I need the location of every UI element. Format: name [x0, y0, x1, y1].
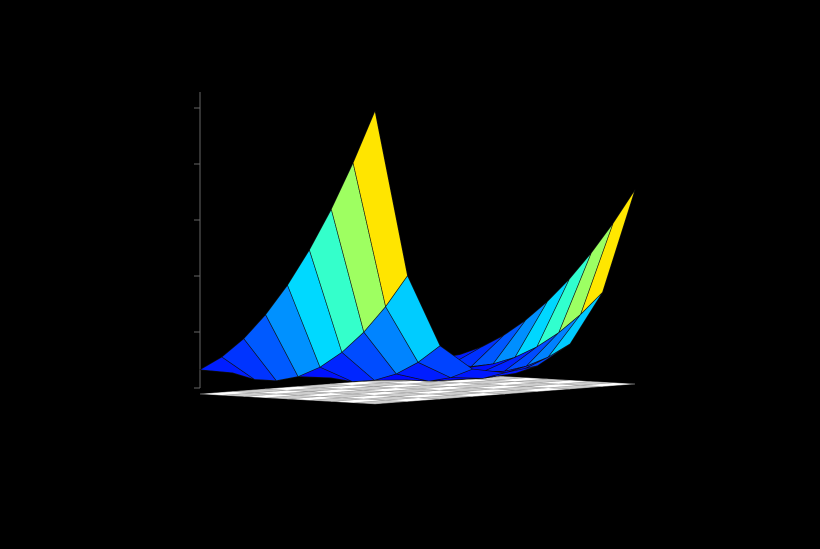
surface-patch [352, 110, 408, 307]
